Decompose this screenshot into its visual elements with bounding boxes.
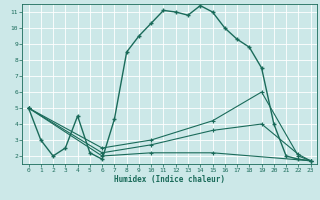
X-axis label: Humidex (Indice chaleur): Humidex (Indice chaleur): [114, 175, 225, 184]
